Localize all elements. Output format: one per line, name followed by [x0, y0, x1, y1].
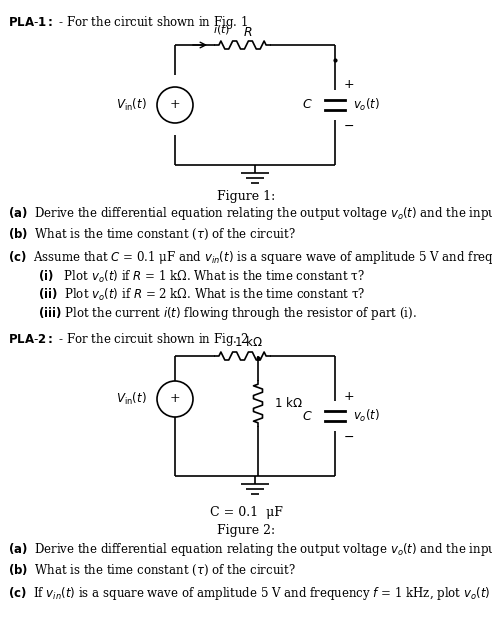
Text: +: + — [170, 99, 180, 111]
Text: $\bf{(b)}$  What is the time constant ($\tau$) of the circuit?: $\bf{(b)}$ What is the time constant ($\… — [8, 227, 296, 242]
Text: $\bf{(c)}$  If $v_{in}(t)$ is a square wave of amplitude 5 V and frequency $f$ =: $\bf{(c)}$ If $v_{in}(t)$ is a square wa… — [8, 585, 491, 602]
Text: $V_{\rm in}(t)$: $V_{\rm in}(t)$ — [116, 97, 147, 113]
Text: $+$: $+$ — [343, 389, 354, 403]
Text: Figure 2:: Figure 2: — [217, 524, 275, 537]
Text: C = 0.1  μF: C = 0.1 μF — [210, 506, 282, 519]
Text: $C$: $C$ — [302, 410, 313, 423]
Text: $\bf{PLA\text{-}1:}$ - For the circuit shown in Fig. 1: $\bf{PLA\text{-}1:}$ - For the circuit s… — [8, 14, 248, 31]
Text: $\bf{(a)}$  Derive the differential equation relating the output voltage $v_o(t): $\bf{(a)}$ Derive the differential equat… — [8, 205, 492, 222]
Text: $v_o(t)$: $v_o(t)$ — [353, 97, 380, 113]
Text: $R$: $R$ — [243, 25, 253, 39]
Text: $\bf{(iii)}$ Plot the current $i(t)$ flowing through the resistor of part (i).: $\bf{(iii)}$ Plot the current $i(t)$ flo… — [38, 305, 417, 322]
Text: $V_{\rm in}(t)$: $V_{\rm in}(t)$ — [116, 391, 147, 407]
Text: $-$: $-$ — [343, 430, 354, 442]
Text: $\dot{i}(t)$: $\dot{i}(t)$ — [214, 21, 231, 37]
Text: $\bf{(ii)}$  Plot $v_o(t)$ if $R$ = 2 kΩ. What is the time constant τ?: $\bf{(ii)}$ Plot $v_o(t)$ if $R$ = 2 kΩ.… — [38, 287, 365, 303]
Text: $+$: $+$ — [343, 78, 354, 92]
Text: $\bf{(c)}$  Assume that $C$ = 0.1 μF and $v_{in}(t)$ is a square wave of amplitu: $\bf{(c)}$ Assume that $C$ = 0.1 μF and … — [8, 249, 492, 266]
Text: $\bf{(i)}$   Plot $v_o(t)$ if $R$ = 1 kΩ. What is the time constant τ?: $\bf{(i)}$ Plot $v_o(t)$ if $R$ = 1 kΩ. … — [38, 269, 365, 285]
Text: $\bf{(a)}$  Derive the differential equation relating the output voltage $v_o(t): $\bf{(a)}$ Derive the differential equat… — [8, 541, 492, 558]
Text: $1\ \rm k\Omega$: $1\ \rm k\Omega$ — [234, 335, 262, 349]
Text: $-$: $-$ — [343, 119, 354, 131]
Text: $C$: $C$ — [302, 99, 313, 111]
Text: $1\ \rm k\Omega$: $1\ \rm k\Omega$ — [274, 396, 303, 410]
Text: $v_o(t)$: $v_o(t)$ — [353, 408, 380, 424]
Text: +: + — [170, 392, 180, 406]
Text: $\bf{PLA\text{-}2:}$ - For the circuit shown in Fig. 2: $\bf{PLA\text{-}2:}$ - For the circuit s… — [8, 331, 248, 348]
Text: $\bf{(b)}$  What is the time constant ($\tau$) of the circuit?: $\bf{(b)}$ What is the time constant ($\… — [8, 563, 296, 578]
Text: Figure 1:: Figure 1: — [217, 190, 275, 203]
